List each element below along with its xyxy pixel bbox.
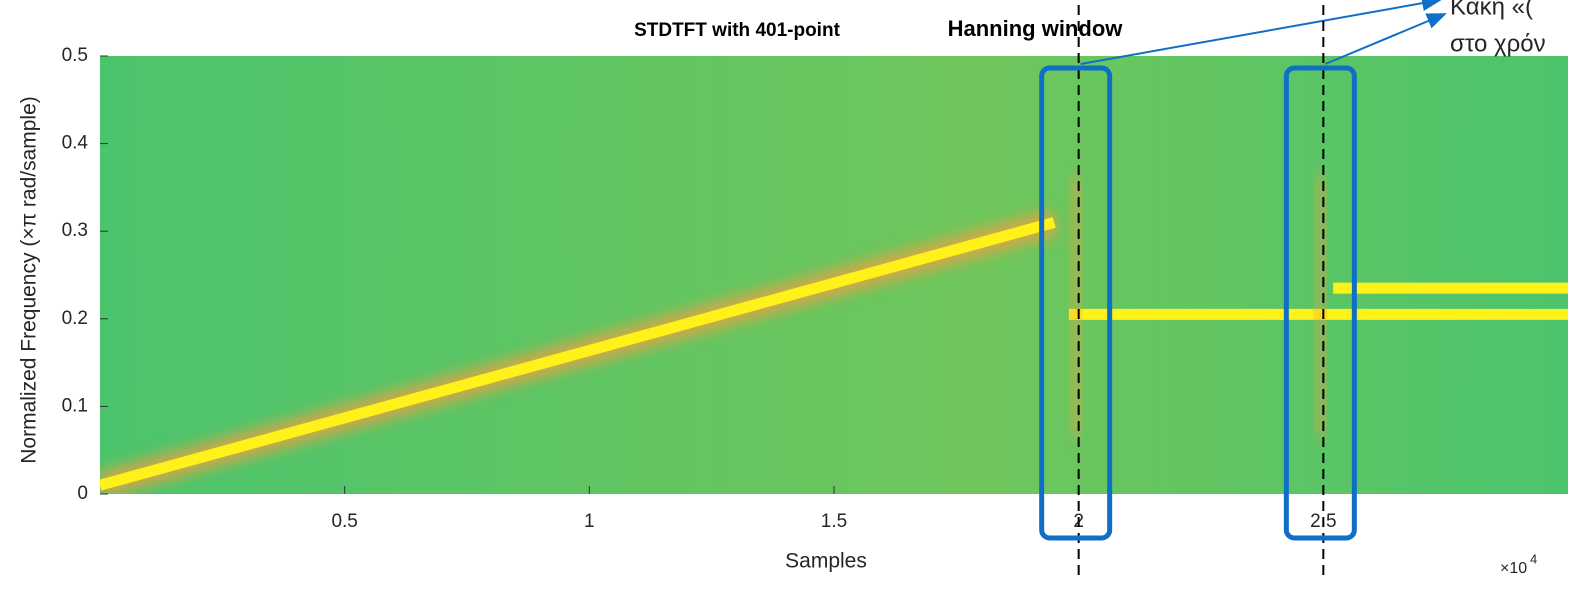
x-tick-label: 0.5 (331, 511, 357, 532)
callout-arrow (1080, 0, 1442, 65)
y-tick-label: 0.5 (62, 45, 88, 66)
callout-arrow (1324, 13, 1447, 65)
y-tick-label: 0.4 (62, 133, 89, 154)
annotation: Hanning window (948, 16, 1124, 41)
highlight-box (1039, 65, 1113, 541)
y-tick-label: 0 (77, 483, 88, 504)
highlight-box (1283, 65, 1357, 541)
y-tick-label: 0.1 (62, 395, 88, 416)
y-axis-label: Normalized Frequency (×π rad/sample) (18, 96, 41, 464)
x-axis-label: Samples (785, 550, 867, 573)
y-tick-label: 0.3 (62, 220, 88, 241)
callout-text: στο χρόν (1450, 30, 1546, 57)
x-multiplier-exponent: 4 (1530, 551, 1537, 566)
y-tick-label: 0.2 (62, 308, 88, 329)
chart-title: STDTFT with 401-point (634, 20, 840, 41)
callout-text: Κακή «( (1450, 0, 1533, 20)
x-multiplier: ×10 (1500, 560, 1527, 577)
x-tick-label: 1 (584, 511, 595, 532)
highlight-glow (1070, 176, 1081, 436)
ridge (100, 217, 1056, 491)
x-tick-label: 1.5 (821, 511, 847, 532)
highlight-glow (1315, 176, 1326, 436)
plot-area (100, 56, 1568, 494)
